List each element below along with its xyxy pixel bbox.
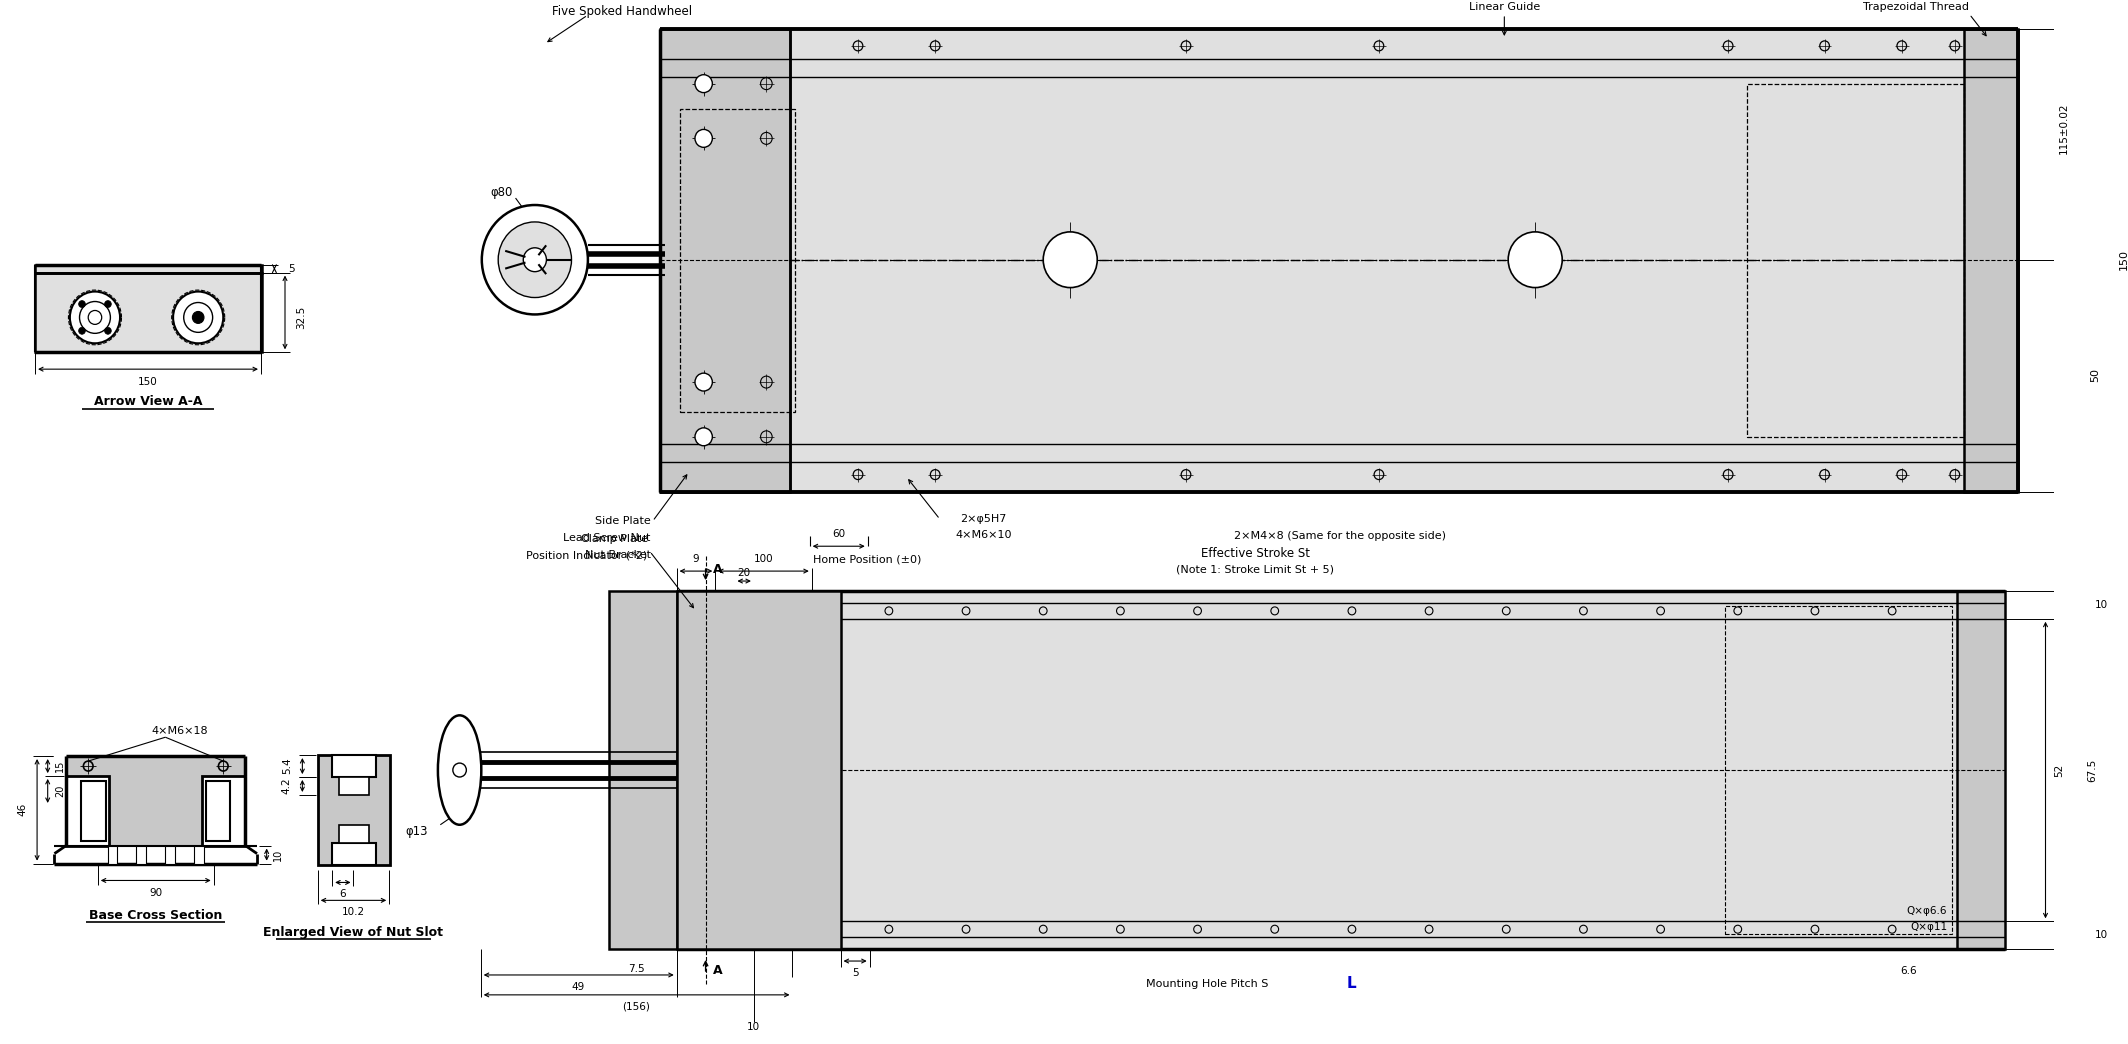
Text: Clamp Plate: Clamp Plate	[581, 535, 647, 544]
Text: A: A	[713, 563, 724, 575]
Text: 150: 150	[138, 377, 157, 387]
Circle shape	[1509, 232, 1562, 287]
Text: 4×M6×18: 4×M6×18	[151, 727, 209, 736]
Bar	[36, 265, 262, 272]
Text: 10: 10	[272, 849, 283, 860]
Text: 115±0.02: 115±0.02	[2058, 102, 2068, 155]
Text: Enlarged View of Nut Slot: Enlarged View of Nut Slot	[264, 926, 443, 939]
Text: Effective Stroke St: Effective Stroke St	[1200, 547, 1311, 560]
Bar	[136, 846, 147, 863]
Text: Five Spoked Handwheel: Five Spoked Handwheel	[551, 4, 692, 18]
Bar	[660, 29, 2017, 492]
Bar	[332, 843, 377, 864]
Bar	[81, 781, 106, 840]
Text: Nut Bracket: Nut Bracket	[585, 550, 651, 561]
Bar	[332, 755, 377, 777]
Bar	[66, 776, 109, 846]
Text: 2×φ5H7: 2×φ5H7	[960, 515, 1007, 524]
Text: 49: 49	[572, 982, 585, 992]
Text: 52: 52	[2054, 763, 2064, 777]
Text: 100: 100	[753, 554, 772, 564]
Text: 7.5: 7.5	[628, 964, 645, 974]
Bar	[1747, 84, 1964, 436]
Bar	[166, 846, 174, 863]
Bar	[660, 29, 789, 492]
Bar	[317, 755, 389, 864]
Bar	[1958, 591, 2005, 949]
Circle shape	[696, 373, 713, 392]
Text: 10: 10	[747, 1022, 760, 1031]
Text: Q×φ11: Q×φ11	[1911, 922, 1947, 932]
Text: 6: 6	[340, 889, 347, 899]
Circle shape	[523, 247, 547, 271]
Text: 46: 46	[17, 803, 28, 816]
Text: Q×φ6.6: Q×φ6.6	[1907, 906, 1947, 917]
Bar	[338, 777, 368, 794]
Text: 67.5: 67.5	[2088, 758, 2096, 782]
Bar	[194, 846, 204, 863]
Text: 10: 10	[2094, 600, 2109, 610]
Text: 60: 60	[832, 529, 845, 540]
Text: 20: 20	[55, 785, 66, 798]
Circle shape	[104, 301, 111, 308]
Text: 10.2: 10.2	[343, 907, 366, 918]
Text: φ13: φ13	[404, 825, 428, 838]
Circle shape	[481, 205, 587, 314]
Text: 5: 5	[287, 264, 294, 274]
Circle shape	[696, 129, 713, 147]
Circle shape	[172, 291, 223, 343]
Text: (156): (156)	[621, 1002, 649, 1012]
Text: A: A	[713, 965, 724, 977]
Text: 5: 5	[851, 968, 858, 978]
Text: Base Cross Section: Base Cross Section	[89, 908, 223, 922]
Bar	[1964, 29, 2017, 492]
Text: Lead Screw Nut: Lead Screw Nut	[564, 533, 651, 543]
Bar	[1726, 606, 1951, 934]
Text: 10: 10	[2094, 930, 2109, 941]
Text: 32.5: 32.5	[296, 306, 306, 329]
Text: Mounting Hole Pitch S: Mounting Hole Pitch S	[1147, 979, 1268, 989]
Circle shape	[696, 75, 713, 93]
Text: 15: 15	[55, 760, 66, 773]
Text: 90: 90	[149, 888, 162, 899]
Circle shape	[70, 291, 119, 343]
Bar	[677, 591, 841, 949]
Circle shape	[79, 301, 85, 308]
Circle shape	[192, 311, 204, 324]
Text: 4×M6×10: 4×M6×10	[955, 530, 1011, 541]
Text: 6.6: 6.6	[1900, 966, 1917, 976]
Text: 20: 20	[738, 568, 751, 578]
Ellipse shape	[438, 715, 481, 825]
Text: L: L	[1347, 976, 1358, 992]
Circle shape	[79, 328, 85, 334]
Bar	[202, 776, 245, 846]
Text: 9: 9	[692, 554, 700, 564]
Bar	[609, 591, 677, 949]
Bar	[206, 781, 230, 840]
Text: 150: 150	[2119, 250, 2128, 270]
Text: 50: 50	[2090, 369, 2100, 382]
Text: Position Indicator (*2): Position Indicator (*2)	[526, 550, 647, 561]
Text: Home Position (±0): Home Position (±0)	[813, 554, 921, 564]
Circle shape	[696, 428, 713, 446]
Bar	[109, 846, 117, 863]
Text: 2×M4×8 (Same for the opposite side): 2×M4×8 (Same for the opposite side)	[1234, 531, 1447, 541]
Text: Side Plate: Side Plate	[596, 517, 651, 526]
Text: Arrow View A-A: Arrow View A-A	[94, 396, 202, 408]
Text: Linear Guide: Linear Guide	[1468, 2, 1541, 13]
Text: Trapezoidal Thread: Trapezoidal Thread	[1864, 2, 1968, 13]
Circle shape	[1043, 232, 1098, 287]
Text: 5.4: 5.4	[281, 758, 292, 775]
Circle shape	[498, 222, 572, 298]
Circle shape	[104, 328, 111, 334]
Text: (Note 1: Stroke Limit St + 5): (Note 1: Stroke Limit St + 5)	[1177, 564, 1334, 574]
Bar	[36, 272, 262, 352]
Bar	[677, 591, 2005, 949]
Text: 4.2: 4.2	[281, 778, 292, 794]
Bar	[338, 825, 368, 843]
Bar	[679, 109, 796, 412]
Bar	[66, 756, 245, 846]
Text: φ80: φ80	[489, 186, 513, 198]
